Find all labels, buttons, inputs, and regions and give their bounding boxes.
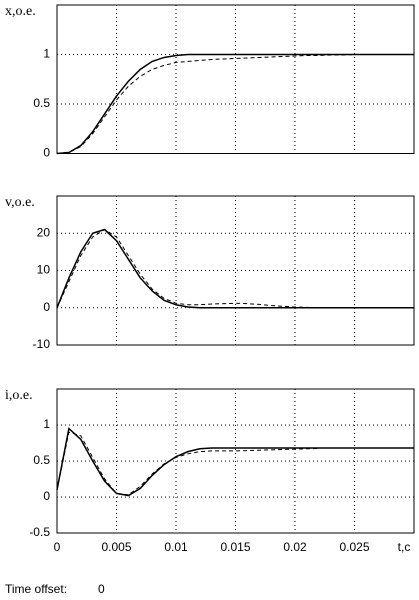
y-tick-label: 10 bbox=[37, 263, 51, 277]
y-axis-label: i,o.e. bbox=[5, 388, 33, 403]
series-line bbox=[56, 53, 414, 155]
y-tick-label: 1 bbox=[43, 417, 50, 431]
y-tick-label: 0.5 bbox=[33, 96, 50, 110]
time-offset-label: Time offset: bbox=[5, 582, 67, 596]
series-line bbox=[56, 228, 319, 309]
series-line bbox=[56, 427, 414, 497]
x-tick-label: 0.005 bbox=[101, 540, 131, 554]
series-line bbox=[56, 54, 355, 154]
y-tick-label: 0 bbox=[43, 489, 50, 503]
y-axis-label: x,o.e. bbox=[5, 4, 36, 19]
x-axis-label: t,c bbox=[398, 540, 411, 554]
y-tick-label: 0 bbox=[43, 300, 50, 314]
plot-area bbox=[56, 4, 415, 154]
y-tick-label: 0.5 bbox=[33, 453, 50, 467]
x-tick-label: 0.025 bbox=[339, 540, 369, 554]
y-axis-label: v,o.e. bbox=[5, 195, 35, 210]
plot-area bbox=[56, 195, 415, 346]
y-tick-label: 20 bbox=[37, 225, 51, 239]
x-tick-label: 0.02 bbox=[283, 540, 307, 554]
y-tick-label: 0 bbox=[43, 146, 50, 160]
x-tick-label: 0.01 bbox=[164, 540, 188, 554]
time-offset-value: 0 bbox=[98, 582, 105, 596]
x-tick-label: 0.015 bbox=[220, 540, 250, 554]
x-tick-label: 0 bbox=[54, 540, 61, 554]
series-line bbox=[56, 228, 414, 309]
series-line bbox=[56, 431, 319, 496]
y-tick-label: 1 bbox=[43, 47, 50, 61]
y-tick-label: -10 bbox=[33, 337, 51, 351]
y-tick-label: -0.5 bbox=[29, 525, 50, 539]
